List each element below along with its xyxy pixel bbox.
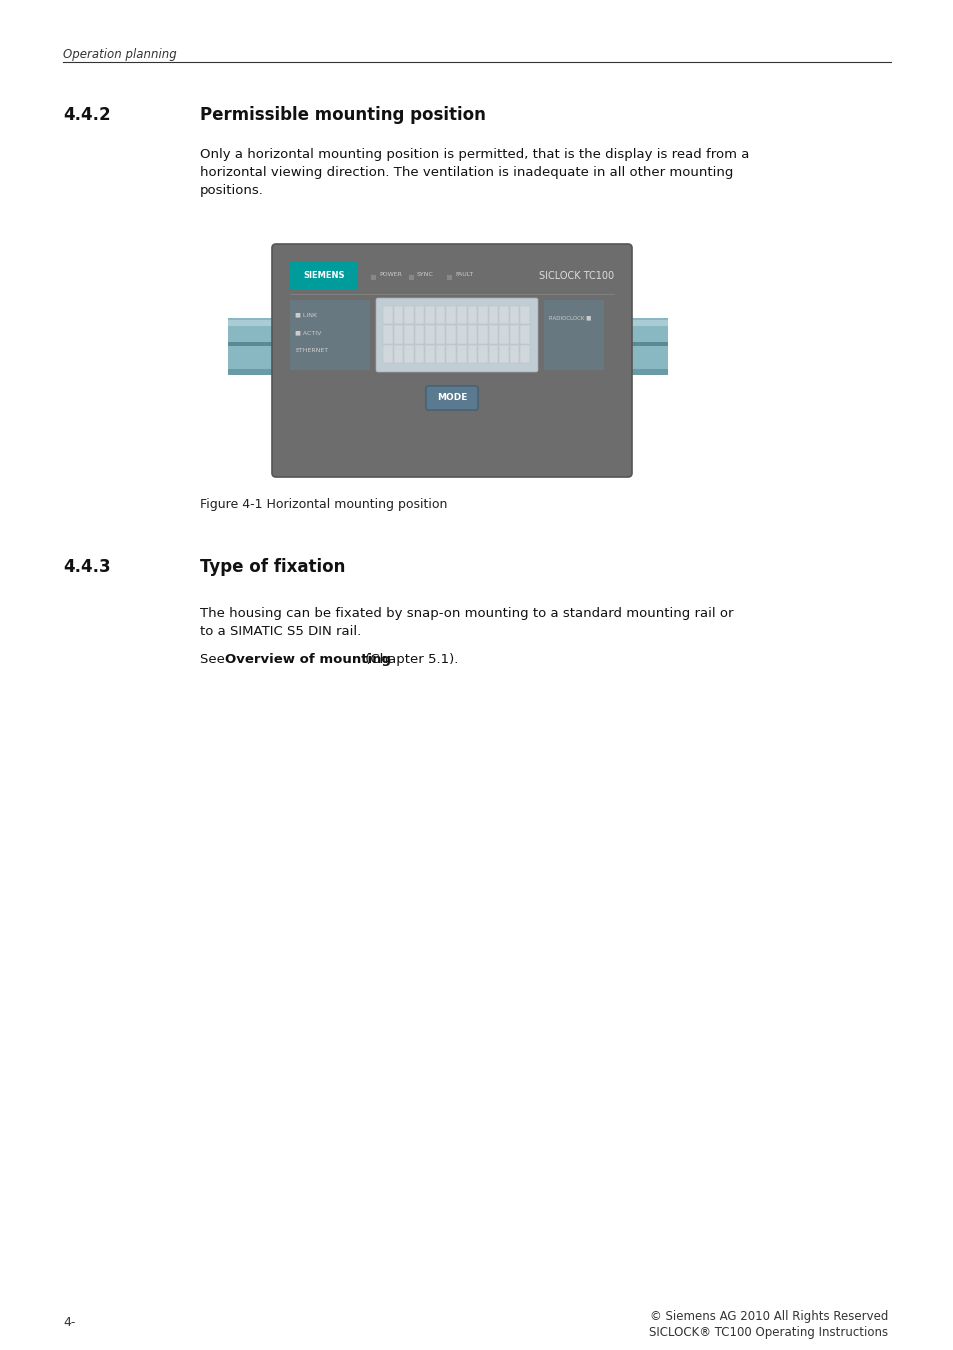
FancyBboxPatch shape <box>272 244 631 477</box>
Bar <box>382 344 393 363</box>
Bar <box>488 325 497 344</box>
FancyBboxPatch shape <box>426 386 477 410</box>
Bar <box>290 262 357 290</box>
Bar <box>446 306 456 324</box>
Bar <box>467 306 476 324</box>
Text: ■ ACTIV: ■ ACTIV <box>294 329 321 335</box>
Bar <box>425 325 435 344</box>
Bar <box>425 306 435 324</box>
Text: positions.: positions. <box>200 184 264 197</box>
Bar <box>520 325 530 344</box>
Text: SYNC: SYNC <box>416 273 434 278</box>
Bar <box>436 325 445 344</box>
Text: 4.4.3: 4.4.3 <box>63 558 111 576</box>
Bar <box>618 369 667 375</box>
Text: horizontal viewing direction. The ventilation is inadequate in all other mountin: horizontal viewing direction. The ventil… <box>200 166 733 180</box>
Text: SIEMENS: SIEMENS <box>303 271 344 281</box>
FancyBboxPatch shape <box>375 298 537 373</box>
Bar <box>436 344 445 363</box>
Bar <box>228 320 286 325</box>
Bar <box>404 344 414 363</box>
Bar <box>488 306 497 324</box>
Text: FAULT: FAULT <box>455 273 473 278</box>
Bar <box>520 344 530 363</box>
Bar <box>425 344 435 363</box>
Bar <box>446 325 456 344</box>
Bar <box>477 306 487 324</box>
Bar <box>509 344 518 363</box>
Bar <box>456 344 466 363</box>
Bar <box>404 325 414 344</box>
Text: ■ LINK: ■ LINK <box>294 312 316 317</box>
Bar <box>446 274 452 279</box>
Bar <box>415 325 424 344</box>
Bar <box>415 344 424 363</box>
Bar <box>456 325 466 344</box>
Bar <box>394 306 403 324</box>
Text: 4.4.2: 4.4.2 <box>63 107 111 124</box>
Bar <box>408 274 414 279</box>
Text: POWER: POWER <box>378 273 401 278</box>
Bar <box>456 306 466 324</box>
Text: © Siemens AG 2010 All Rights Reserved: © Siemens AG 2010 All Rights Reserved <box>649 1310 887 1323</box>
Bar <box>290 300 370 370</box>
Bar <box>488 344 497 363</box>
Bar <box>394 325 403 344</box>
Text: 4-: 4- <box>63 1316 75 1328</box>
Bar <box>382 325 393 344</box>
Bar <box>498 306 508 324</box>
Text: ETHERNET: ETHERNET <box>294 348 328 352</box>
Text: SICLOCK® TC100 Operating Instructions: SICLOCK® TC100 Operating Instructions <box>648 1326 887 1339</box>
Bar <box>436 306 445 324</box>
Bar <box>228 342 286 346</box>
Text: Overview of mounting: Overview of mounting <box>225 653 391 666</box>
Text: The housing can be fixated by snap-on mounting to a standard mounting rail or: The housing can be fixated by snap-on mo… <box>200 608 733 620</box>
Text: Operation planning: Operation planning <box>63 49 176 61</box>
Text: to a SIMATIC S5 DIN rail.: to a SIMATIC S5 DIN rail. <box>200 625 361 639</box>
Bar <box>520 306 530 324</box>
Text: Figure 4-1 Horizontal mounting position: Figure 4-1 Horizontal mounting position <box>200 498 447 512</box>
Bar <box>404 306 414 324</box>
Bar <box>477 344 487 363</box>
Text: Only a horizontal mounting position is permitted, that is the display is read fr: Only a horizontal mounting position is p… <box>200 148 749 161</box>
Bar <box>498 344 508 363</box>
Text: (Chapter 5.1).: (Chapter 5.1). <box>360 653 457 666</box>
Bar <box>394 344 403 363</box>
Bar <box>618 342 667 346</box>
Bar <box>415 306 424 324</box>
Bar <box>467 344 476 363</box>
Bar <box>477 325 487 344</box>
Bar <box>370 274 375 279</box>
Bar <box>467 325 476 344</box>
Bar <box>509 306 518 324</box>
Bar <box>543 300 603 370</box>
Text: RADIOCLOCK ■: RADIOCLOCK ■ <box>548 315 591 320</box>
Text: MODE: MODE <box>436 393 467 402</box>
Bar <box>446 344 456 363</box>
Bar <box>228 369 286 375</box>
Bar <box>618 320 667 325</box>
Text: SICLOCK TC100: SICLOCK TC100 <box>538 271 614 281</box>
Text: See: See <box>200 653 229 666</box>
Text: Permissible mounting position: Permissible mounting position <box>200 107 485 124</box>
Text: Type of fixation: Type of fixation <box>200 558 345 576</box>
Bar <box>509 325 518 344</box>
Bar <box>382 306 393 324</box>
Bar <box>618 319 667 375</box>
Bar <box>228 319 286 375</box>
Bar <box>498 325 508 344</box>
